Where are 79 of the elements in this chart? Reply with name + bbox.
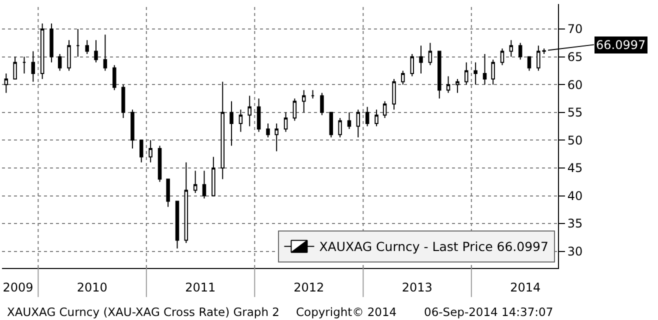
- candlestick: [446, 76, 450, 94]
- candlestick: [382, 100, 387, 118]
- candlestick: [50, 22, 54, 63]
- candlestick: [338, 117, 342, 138]
- candlestick: [22, 56, 26, 74]
- candlestick: [76, 28, 80, 58]
- candlestick: [329, 112, 334, 138]
- x-tick-label: 2012: [294, 280, 324, 294]
- candlestick: [212, 156, 216, 196]
- text: 06-Sep-2014 14:37:07: [424, 305, 554, 319]
- candlestick: [274, 122, 278, 152]
- candlestick: [184, 162, 188, 244]
- candlestick: [85, 40, 89, 55]
- candlestick: [464, 62, 468, 86]
- candlestick: [302, 90, 306, 113]
- x-tick-label: 2014: [510, 280, 541, 294]
- y-tick-label: 60: [567, 78, 583, 92]
- candlestick: [374, 109, 378, 127]
- candlestick: [474, 62, 478, 86]
- y-tick-label: 70: [567, 22, 583, 36]
- legend-label: XAUXAG Curncy - Last Price 66.0997: [319, 239, 548, 254]
- candlestick: [347, 112, 352, 130]
- candlestick: [392, 78, 396, 110]
- candlestick: [58, 54, 62, 72]
- candlestick: [456, 78, 460, 94]
- candlestick: [365, 106, 370, 127]
- candlestick: [139, 140, 144, 163]
- y-tick-label: 40: [567, 188, 583, 203]
- candlestick: [356, 109, 360, 138]
- candlestick: [31, 50, 36, 82]
- candlestick: [130, 109, 134, 150]
- candlestick: [284, 112, 288, 132]
- candlestick: [121, 84, 126, 118]
- candlestick: [94, 40, 98, 63]
- candlestick: [67, 40, 71, 72]
- candlestick: [103, 34, 108, 72]
- x-tick-label: 2010: [76, 280, 108, 294]
- candlestick: [482, 54, 487, 86]
- candlestick: [230, 100, 234, 146]
- candlestick: [500, 48, 504, 66]
- candlestick: [491, 59, 495, 86]
- candlestick: [193, 170, 198, 194]
- y-tick-label: 50: [567, 133, 583, 148]
- candlestick: [238, 109, 243, 132]
- y-tick-label: 65: [567, 50, 583, 64]
- y-tick-label: 30: [567, 244, 583, 259]
- y-tick-label: 35: [567, 216, 583, 231]
- candlestick: [112, 64, 116, 91]
- candlestick: [220, 81, 224, 180]
- candlestick: [419, 45, 423, 74]
- candlestick: [256, 98, 261, 132]
- candlestick: [518, 42, 522, 60]
- candlestick: [310, 90, 315, 99]
- candlestick: [438, 50, 442, 99]
- x-tick-label: 2009: [2, 280, 34, 294]
- candlestick: [166, 178, 170, 208]
- text: XAUXAG Curncy (XAU-XAG Cross Rate) Graph 2: [7, 305, 280, 319]
- candlestick: [158, 145, 162, 182]
- candlestick: [266, 122, 270, 138]
- candlestick: [509, 40, 514, 58]
- y-tick-label: 45: [567, 161, 583, 176]
- candlestick: [527, 56, 532, 72]
- candlestick: [248, 95, 252, 127]
- annotation: 66.0997: [596, 38, 646, 52]
- candlestick: [410, 54, 414, 77]
- candlestick: [4, 72, 8, 94]
- x-tick-label: 2013: [402, 280, 432, 294]
- candlestick: [148, 140, 152, 163]
- candlestick: [13, 56, 17, 80]
- candlestick: [292, 98, 297, 122]
- text: Copyright© 2014: [296, 305, 397, 319]
- candlestick: [40, 22, 44, 80]
- y-tick-label: 55: [567, 106, 583, 120]
- candlestick: [202, 170, 206, 200]
- x-tick-label: 2011: [185, 280, 216, 294]
- candlestick: [401, 70, 405, 86]
- candlestick: [175, 200, 180, 250]
- candlestick: [320, 92, 324, 116]
- candlestick: [428, 42, 432, 66]
